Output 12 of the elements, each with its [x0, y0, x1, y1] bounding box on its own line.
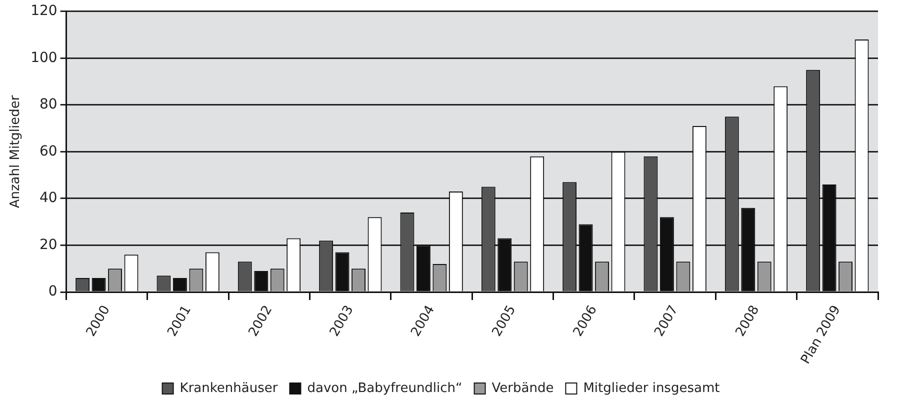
y-tick-label: 120: [30, 3, 58, 20]
y-axis-title: Anzahl Mitglieder: [8, 94, 24, 208]
y-tick-label: 60: [39, 143, 58, 160]
y-tick-label: 0: [48, 284, 58, 300]
legend-label: davon „Babyfreundlich“: [307, 380, 462, 396]
y-tick-label: 20: [39, 236, 58, 253]
y-tick-label: 100: [30, 50, 58, 66]
legend-label: Krankenhäuser: [180, 380, 278, 396]
legend-label: Verbände: [492, 380, 554, 396]
y-tick-label: 40: [39, 190, 58, 206]
y-tick-label: 80: [39, 96, 58, 113]
legend-label: Mitglieder insgesamt: [583, 380, 720, 396]
